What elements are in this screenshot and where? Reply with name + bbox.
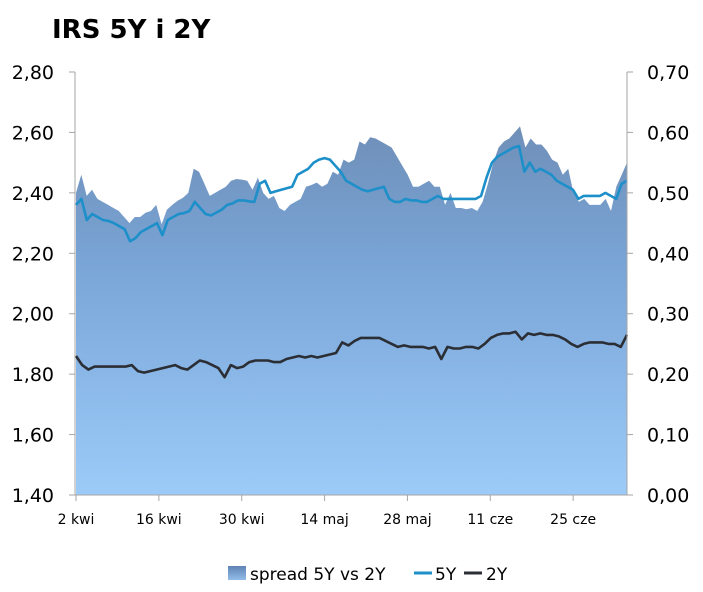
x-tick-label: 28 maj [383, 512, 431, 528]
right-tick-label: 0,70 [647, 62, 689, 84]
left-tick-label: 1,60 [12, 425, 54, 447]
x-tick-label: 2 kwi [58, 512, 95, 528]
left-tick-label: 2,20 [12, 243, 54, 265]
right-axis-ticks: 0,00 0,10 0,20 0,30 0,40 0,50 0,60 0,70 [627, 62, 689, 507]
x-axis-ticks: 2 kwi 16 kwi 30 kwi 14 maj 28 maj 11 cze 25 cz… [58, 495, 596, 528]
x-tick-label: 14 maj [300, 512, 348, 528]
left-tick-label: 2,80 [12, 62, 54, 84]
left-tick-label: 2,40 [12, 183, 54, 205]
right-tick-label: 0,20 [647, 364, 689, 386]
x-tick-label: 30 kwi [219, 512, 265, 528]
right-tick-label: 0,40 [647, 243, 689, 265]
left-tick-label: 2,60 [12, 122, 54, 144]
left-axis-ticks: 1,40 1,60 1,80 2,00 2,20 2,40 2,60 2,80 [12, 62, 75, 507]
legend-swatch-spread [228, 566, 246, 580]
legend-label-5y: 5Y [435, 565, 457, 585]
right-tick-label: 0,30 [647, 304, 689, 326]
right-tick-label: 0,60 [647, 122, 689, 144]
axes: 1,40 1,60 1,80 2,00 2,20 2,40 2,60 2,80 0,00 0,1… [12, 62, 690, 528]
series-2y-line [74, 330, 629, 379]
series-5y-line [75, 144, 628, 243]
right-tick-label: 0,00 [647, 485, 689, 507]
series-spread-area [76, 126, 627, 496]
legend: spread 5Y vs 2Y 5Y 2Y [228, 565, 508, 585]
x-tick-label: 16 kwi [136, 512, 182, 528]
chart-title: IRS 5Y i 2Y [52, 15, 211, 45]
left-tick-label: 2,00 [12, 304, 54, 326]
left-tick-label: 1,80 [12, 364, 54, 386]
legend-label-spread: spread 5Y vs 2Y [250, 565, 386, 585]
x-tick-label: 11 cze [467, 512, 513, 528]
right-tick-label: 0,50 [647, 183, 689, 205]
x-tick-label: 25 cze [550, 512, 596, 528]
plot-area [74, 126, 629, 496]
left-tick-label: 1,40 [12, 485, 54, 507]
right-tick-label: 0,10 [647, 425, 689, 447]
legend-label-2y: 2Y [486, 565, 508, 585]
